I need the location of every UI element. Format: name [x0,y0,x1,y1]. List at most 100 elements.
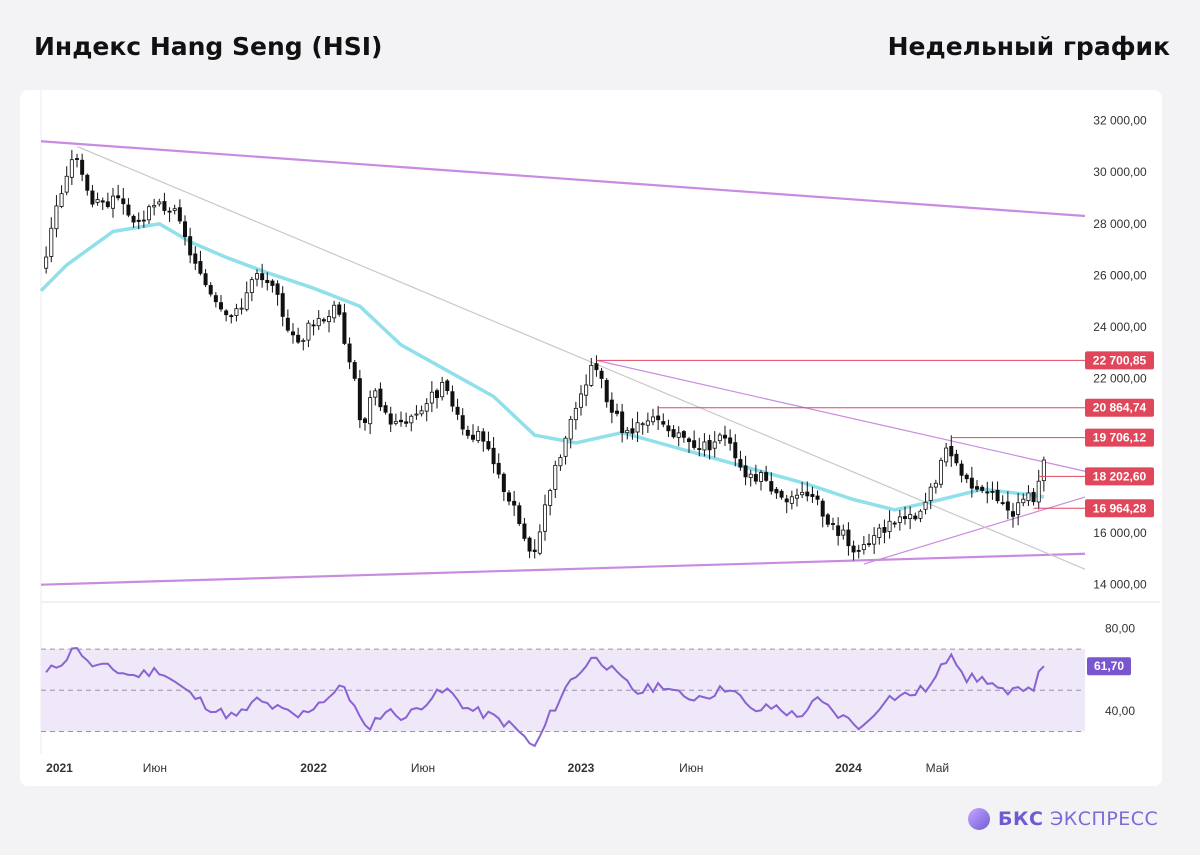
candle-body [563,437,568,457]
price-tick-label: 32 000,00 [1093,114,1147,128]
price-tick-label: 24 000,00 [1093,320,1147,334]
candle-body [229,315,234,318]
candle-body [640,423,645,426]
candle-body [728,437,733,444]
candle-body [537,531,542,554]
candle-body [764,472,769,481]
candle-body [959,463,964,476]
candle-body [553,464,558,490]
brand-suffix: ЭКСПРЕСС [1050,808,1159,830]
trend-line-channel [40,140,1086,218]
chart-subtitle: Недельный график [887,32,1170,61]
candle-body [568,418,573,440]
candle-body [743,465,748,478]
candle-body [831,523,836,525]
candle-body [723,434,728,439]
trend-line-channel [40,552,1086,586]
candle-body [321,319,326,322]
candle-body [131,215,136,223]
candle-body [75,158,80,160]
candle-body [779,490,784,498]
candle-body [995,489,1000,502]
candle-body [111,195,116,209]
moving-average [39,222,1045,512]
candle-body [1036,480,1041,503]
candle-body [80,159,85,175]
candle-body [933,482,938,488]
candle-body [54,205,59,230]
candle-body [939,459,944,485]
candle-body [311,324,316,327]
candle-body [604,379,609,403]
candle-body [296,334,301,343]
candle-body [157,201,162,205]
candle-body [105,201,110,208]
price-level-label: 19 706,12 [1093,431,1147,445]
date-tick-label: Июн [679,761,703,775]
candle-body [702,441,707,451]
candle-body [589,364,594,386]
candle-body [887,520,892,532]
candle-body [486,441,491,450]
candle-body [609,399,614,413]
candle-body [332,304,337,319]
candle-body [877,527,882,538]
candle-body [337,304,342,315]
candle-body [393,420,398,424]
candle-body [681,431,686,438]
rsi-pane: 61,70 [41,647,1131,748]
candle-body [882,527,887,533]
candle-body [841,529,846,536]
candle-body [440,382,445,398]
candle-body [188,236,193,256]
candle-body [388,413,393,425]
candle-body [254,273,259,280]
rsi-tick-label: 80,00 [1105,621,1135,635]
candle-body [285,317,290,331]
date-tick-label: Июн [143,761,167,775]
candle-body [625,429,630,434]
candle-body [918,510,923,519]
trend-line-long-term [76,145,1086,570]
candle-body [424,403,429,412]
price-tick-label: 26 000,00 [1093,268,1147,282]
candle-body [923,501,928,510]
date-tick-label: Май [926,761,950,775]
grid-lines [40,90,1160,754]
candle-body [239,307,244,310]
candle-body [908,514,913,520]
candle-body [177,207,182,222]
candle-body [615,410,620,414]
candle-body [671,429,676,438]
candle-body [548,490,553,506]
candle-body [1011,511,1016,517]
candle-body [543,504,548,532]
candle-body [141,219,146,222]
candle-body [795,494,800,499]
candle-body [167,210,172,213]
candle-body [969,477,974,489]
candle-body [517,505,522,524]
candle-body [404,421,409,424]
candle-body [573,407,578,421]
candle-body [193,253,198,264]
candle-body [687,438,692,443]
candle-body [666,425,671,432]
candle-body [450,391,455,407]
candle-body [1031,491,1036,503]
candle-body [357,378,362,421]
candle-body [532,549,537,552]
candle-body [419,410,424,415]
price-level-label: 16 964,28 [1093,501,1147,515]
candle-body [218,302,223,310]
candle-body [692,440,697,448]
candle-body [594,363,599,371]
candle-body [651,416,656,423]
candle-body [733,442,738,459]
price-tick-label: 14 000,00 [1093,578,1147,592]
candle-body [527,537,532,552]
candle-body [851,545,856,553]
candle-body [455,406,460,415]
candle-body [126,204,131,216]
candle-body [172,208,177,211]
